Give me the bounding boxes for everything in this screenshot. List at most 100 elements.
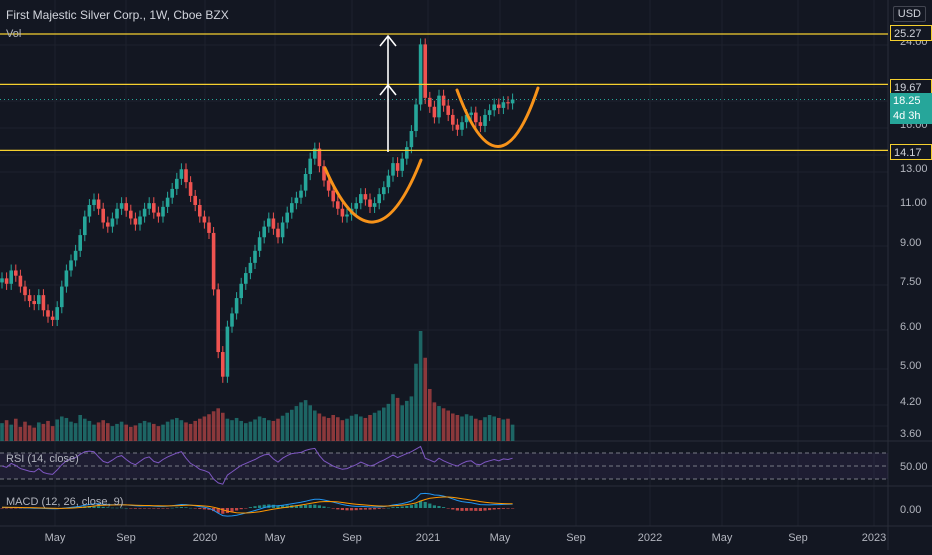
- macd-histogram-bar: [175, 507, 179, 508]
- macd-histogram-bar: [120, 507, 124, 509]
- volume-bar: [414, 363, 418, 441]
- volume-bar: [303, 400, 308, 441]
- volume-bar: [487, 414, 492, 441]
- macd-histogram-bar: [368, 508, 372, 510]
- candle: [129, 210, 133, 219]
- volume-bar: [368, 414, 372, 441]
- countdown-tag: 4d 3h: [890, 108, 932, 124]
- macd-histogram-bar: [317, 505, 321, 508]
- volume-bar: [207, 414, 211, 441]
- candle: [414, 104, 418, 132]
- macd-histogram-bar: [354, 508, 358, 511]
- volume-bar: [359, 416, 363, 441]
- volume-bar: [290, 409, 294, 441]
- volume-bar: [469, 415, 473, 441]
- macd-histogram-bar: [97, 506, 101, 508]
- target-arrowhead-top: [379, 34, 397, 47]
- volume-bar: [18, 426, 23, 441]
- macd-histogram-bar: [469, 508, 473, 511]
- candle: [147, 203, 151, 209]
- candle: [345, 214, 349, 217]
- candle: [165, 197, 170, 207]
- candle: [313, 148, 317, 159]
- volume-bar: [239, 420, 243, 441]
- macd-histogram-bar: [239, 508, 243, 510]
- candle: [336, 201, 340, 209]
- candle: [202, 216, 207, 223]
- macd-histogram-bar: [488, 508, 492, 511]
- macd-histogram-bar: [455, 508, 459, 511]
- volume-bar: [64, 417, 69, 441]
- signal-line: [2, 496, 513, 514]
- macd-histogram-bar: [405, 505, 409, 508]
- volume-bar: [184, 422, 188, 441]
- volume-bar: [386, 403, 391, 441]
- macd-histogram-bar: [221, 508, 225, 514]
- volume-bar: [294, 406, 299, 441]
- volume-bar: [423, 357, 427, 441]
- candle: [432, 106, 437, 118]
- candle: [382, 187, 386, 195]
- macd-histogram-bar: [501, 508, 505, 509]
- macd-histogram-bar: [497, 508, 501, 510]
- candle: [244, 273, 248, 284]
- macd-histogram-bar: [152, 508, 156, 509]
- macd-histogram-bar: [373, 508, 377, 510]
- volume-bar: [340, 420, 345, 441]
- volume-bar: [437, 406, 441, 441]
- volume-bar: [9, 424, 13, 441]
- macd-histogram-bar: [350, 508, 354, 511]
- macd-histogram-bar: [386, 507, 390, 509]
- candle: [483, 114, 487, 126]
- macd-histogram-bar: [511, 508, 515, 509]
- candle: [271, 218, 276, 229]
- candle: [460, 122, 464, 130]
- macd-label: MACD (12, 26, close, 9): [6, 496, 124, 508]
- volume-bar: [483, 417, 487, 441]
- candle: [142, 208, 147, 217]
- candle: [331, 190, 335, 202]
- volume-bar: [441, 408, 446, 441]
- macd-axis-label: 0.00: [900, 504, 921, 516]
- volume-bar: [101, 420, 105, 441]
- macd-histogram-bar: [299, 505, 303, 508]
- time-axis-label: Sep: [788, 532, 808, 544]
- target-arrowhead-mid: [379, 83, 397, 96]
- candle: [230, 313, 234, 327]
- candle: [455, 124, 460, 130]
- volume-bar: [115, 423, 119, 441]
- candle: [248, 262, 253, 274]
- volume-bar: [464, 414, 469, 441]
- candle: [437, 95, 441, 118]
- currency-label[interactable]: USD: [892, 6, 926, 22]
- candle: [377, 194, 381, 204]
- volume-bar: [418, 331, 423, 441]
- macd-histogram-bar: [451, 508, 455, 510]
- candle: [225, 326, 230, 377]
- candle: [308, 158, 312, 174]
- candle: [211, 232, 216, 290]
- volume-bar: [142, 420, 147, 441]
- volume-bar: [23, 421, 27, 441]
- macd-histogram-bar: [345, 508, 349, 511]
- volume-bar: [372, 412, 377, 441]
- volume-bar: [50, 426, 55, 441]
- macd-histogram-bar: [170, 507, 174, 509]
- time-axis-label: May: [265, 532, 286, 544]
- volume-bar: [432, 402, 437, 441]
- volume-bar: [497, 417, 501, 441]
- volume-bar: [129, 426, 133, 441]
- candle: [303, 173, 308, 191]
- candle: [170, 188, 174, 198]
- volume-bar: [156, 426, 161, 441]
- volume-bar: [55, 419, 59, 441]
- volume-bar: [221, 412, 225, 441]
- volume-bar: [285, 412, 289, 441]
- candle: [354, 203, 358, 209]
- macd-histogram-bar: [446, 508, 450, 509]
- macd-histogram-bar: [248, 507, 252, 508]
- candle: [124, 203, 128, 211]
- candle: [184, 169, 188, 183]
